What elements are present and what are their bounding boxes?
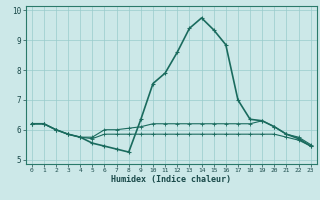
X-axis label: Humidex (Indice chaleur): Humidex (Indice chaleur) xyxy=(111,175,231,184)
